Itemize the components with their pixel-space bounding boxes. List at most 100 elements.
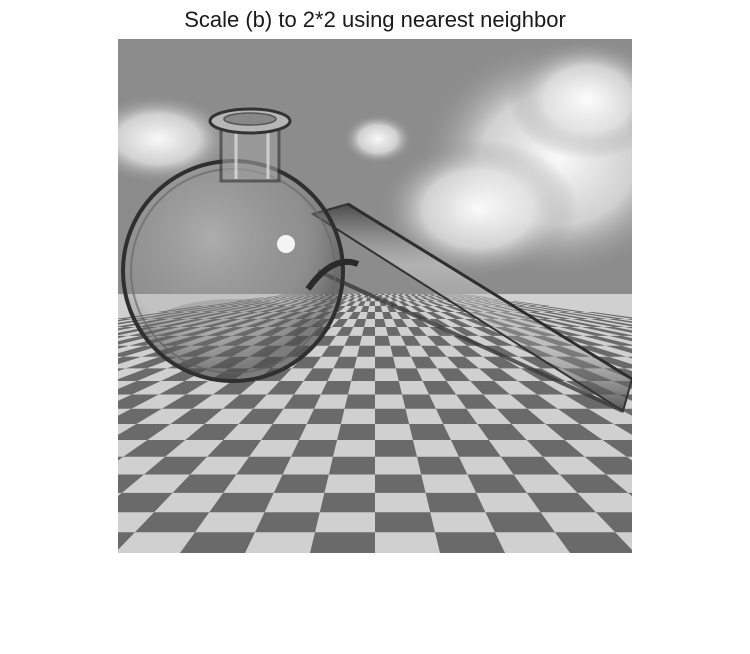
- floor-tile: [378, 295, 383, 298]
- floor-tile: [397, 295, 406, 298]
- floor-tile: [482, 356, 521, 369]
- floor-tile: [515, 306, 557, 312]
- floor-tile: [336, 327, 354, 336]
- floor-tile: [420, 297, 436, 302]
- floor-tile: [501, 301, 539, 306]
- floor-tile: [396, 312, 411, 319]
- floor-tile: [429, 295, 444, 298]
- floor-tile: [435, 532, 505, 553]
- floor-tile: [422, 295, 436, 298]
- floor-tile: [510, 301, 551, 306]
- floor-tile: [310, 532, 375, 553]
- floor-tile: [118, 368, 168, 381]
- floor-tile: [348, 295, 356, 298]
- floor-tile: [603, 327, 632, 336]
- floor-tile: [429, 327, 453, 336]
- floor-tile: [303, 368, 334, 381]
- floor-tile: [397, 297, 408, 302]
- floor-tile: [391, 295, 398, 298]
- floor-tile: [390, 297, 399, 302]
- floor-tile: [602, 440, 632, 457]
- floor-tile: [556, 312, 608, 319]
- floor-tile: [375, 356, 396, 369]
- floor-tile: [416, 295, 428, 298]
- floor-tile: [595, 512, 632, 533]
- floor-tile: [375, 335, 391, 346]
- floor-tile: [472, 327, 505, 336]
- floor-tile: [425, 492, 486, 513]
- floor-tile: [385, 327, 401, 336]
- floor-tile: [375, 319, 386, 327]
- floor-tile: [344, 335, 362, 346]
- floor-tile: [435, 301, 457, 306]
- floor-tile: [118, 381, 161, 395]
- floor-tile: [362, 327, 375, 336]
- floor-tile: [349, 294, 355, 295]
- floor-tile: [355, 294, 361, 295]
- floor-tile: [517, 381, 565, 395]
- floor-tile: [402, 394, 436, 409]
- floor-tile: [557, 408, 614, 424]
- floor-tile: [238, 408, 284, 424]
- floor-tile: [440, 312, 465, 319]
- floor-tile: [437, 368, 471, 381]
- floor-tile: [207, 440, 262, 457]
- floor-tile: [365, 297, 372, 302]
- floor-tile: [421, 345, 447, 357]
- floor-tile: [118, 356, 142, 369]
- floor-tile: [118, 345, 160, 357]
- figure-title: Scale (b) to 2*2 using nearest neighbor: [184, 7, 566, 32]
- floor-tile: [123, 440, 186, 457]
- floor-tile: [134, 512, 210, 533]
- floor-tile: [375, 381, 402, 395]
- floor-tile: [564, 394, 619, 409]
- floor-tile: [118, 424, 171, 440]
- floor-tile: [386, 294, 391, 295]
- floor-tile: [403, 295, 413, 298]
- floor-tile: [404, 294, 411, 295]
- floor-tile: [333, 356, 357, 369]
- floor-tile: [433, 306, 455, 312]
- floor-tile: [118, 327, 137, 336]
- floor-tile: [353, 319, 367, 327]
- floor-tile: [222, 394, 267, 409]
- floor-tile: [500, 456, 560, 475]
- floor-tile: [407, 327, 427, 336]
- floor-tile: [357, 345, 375, 357]
- floor-tile: [451, 327, 479, 336]
- floor-tile: [401, 335, 422, 346]
- floor-tile: [345, 306, 358, 312]
- floor-tile: [161, 394, 213, 409]
- floor-tile: [417, 456, 468, 475]
- floor-tile: [356, 297, 364, 302]
- floor-tile: [392, 294, 398, 295]
- floor-tile: [485, 512, 555, 533]
- floor-tile: [427, 335, 452, 346]
- floor-tile: [313, 335, 336, 346]
- floor-tile: [428, 297, 446, 302]
- floor-tile: [118, 394, 159, 409]
- floor-tile: [412, 297, 427, 302]
- floor-tile: [553, 319, 603, 327]
- floor-tile: [428, 319, 451, 327]
- floor-tile: [118, 474, 144, 493]
- floor-tile: [545, 424, 603, 440]
- floor-tile: [366, 312, 375, 319]
- floor-tile: [574, 345, 627, 357]
- floor-tile: [613, 424, 632, 440]
- floor-tile: [526, 440, 585, 457]
- floor-tile: [526, 306, 572, 312]
- floor-tile: [118, 492, 173, 513]
- floor-tile: [348, 312, 361, 319]
- floor-tile: [357, 301, 366, 306]
- floor-tile: [581, 327, 632, 336]
- floor-tile: [555, 532, 632, 553]
- floor-tile: [212, 381, 256, 395]
- floor-tile: [410, 306, 426, 312]
- floor-tile: [236, 456, 292, 475]
- floor-tile: [410, 356, 438, 369]
- floor-tile: [345, 301, 357, 306]
- floor-tile: [538, 306, 586, 312]
- floor-tile: [446, 319, 473, 327]
- glass-flask-on-checkerboard-image: [118, 39, 632, 553]
